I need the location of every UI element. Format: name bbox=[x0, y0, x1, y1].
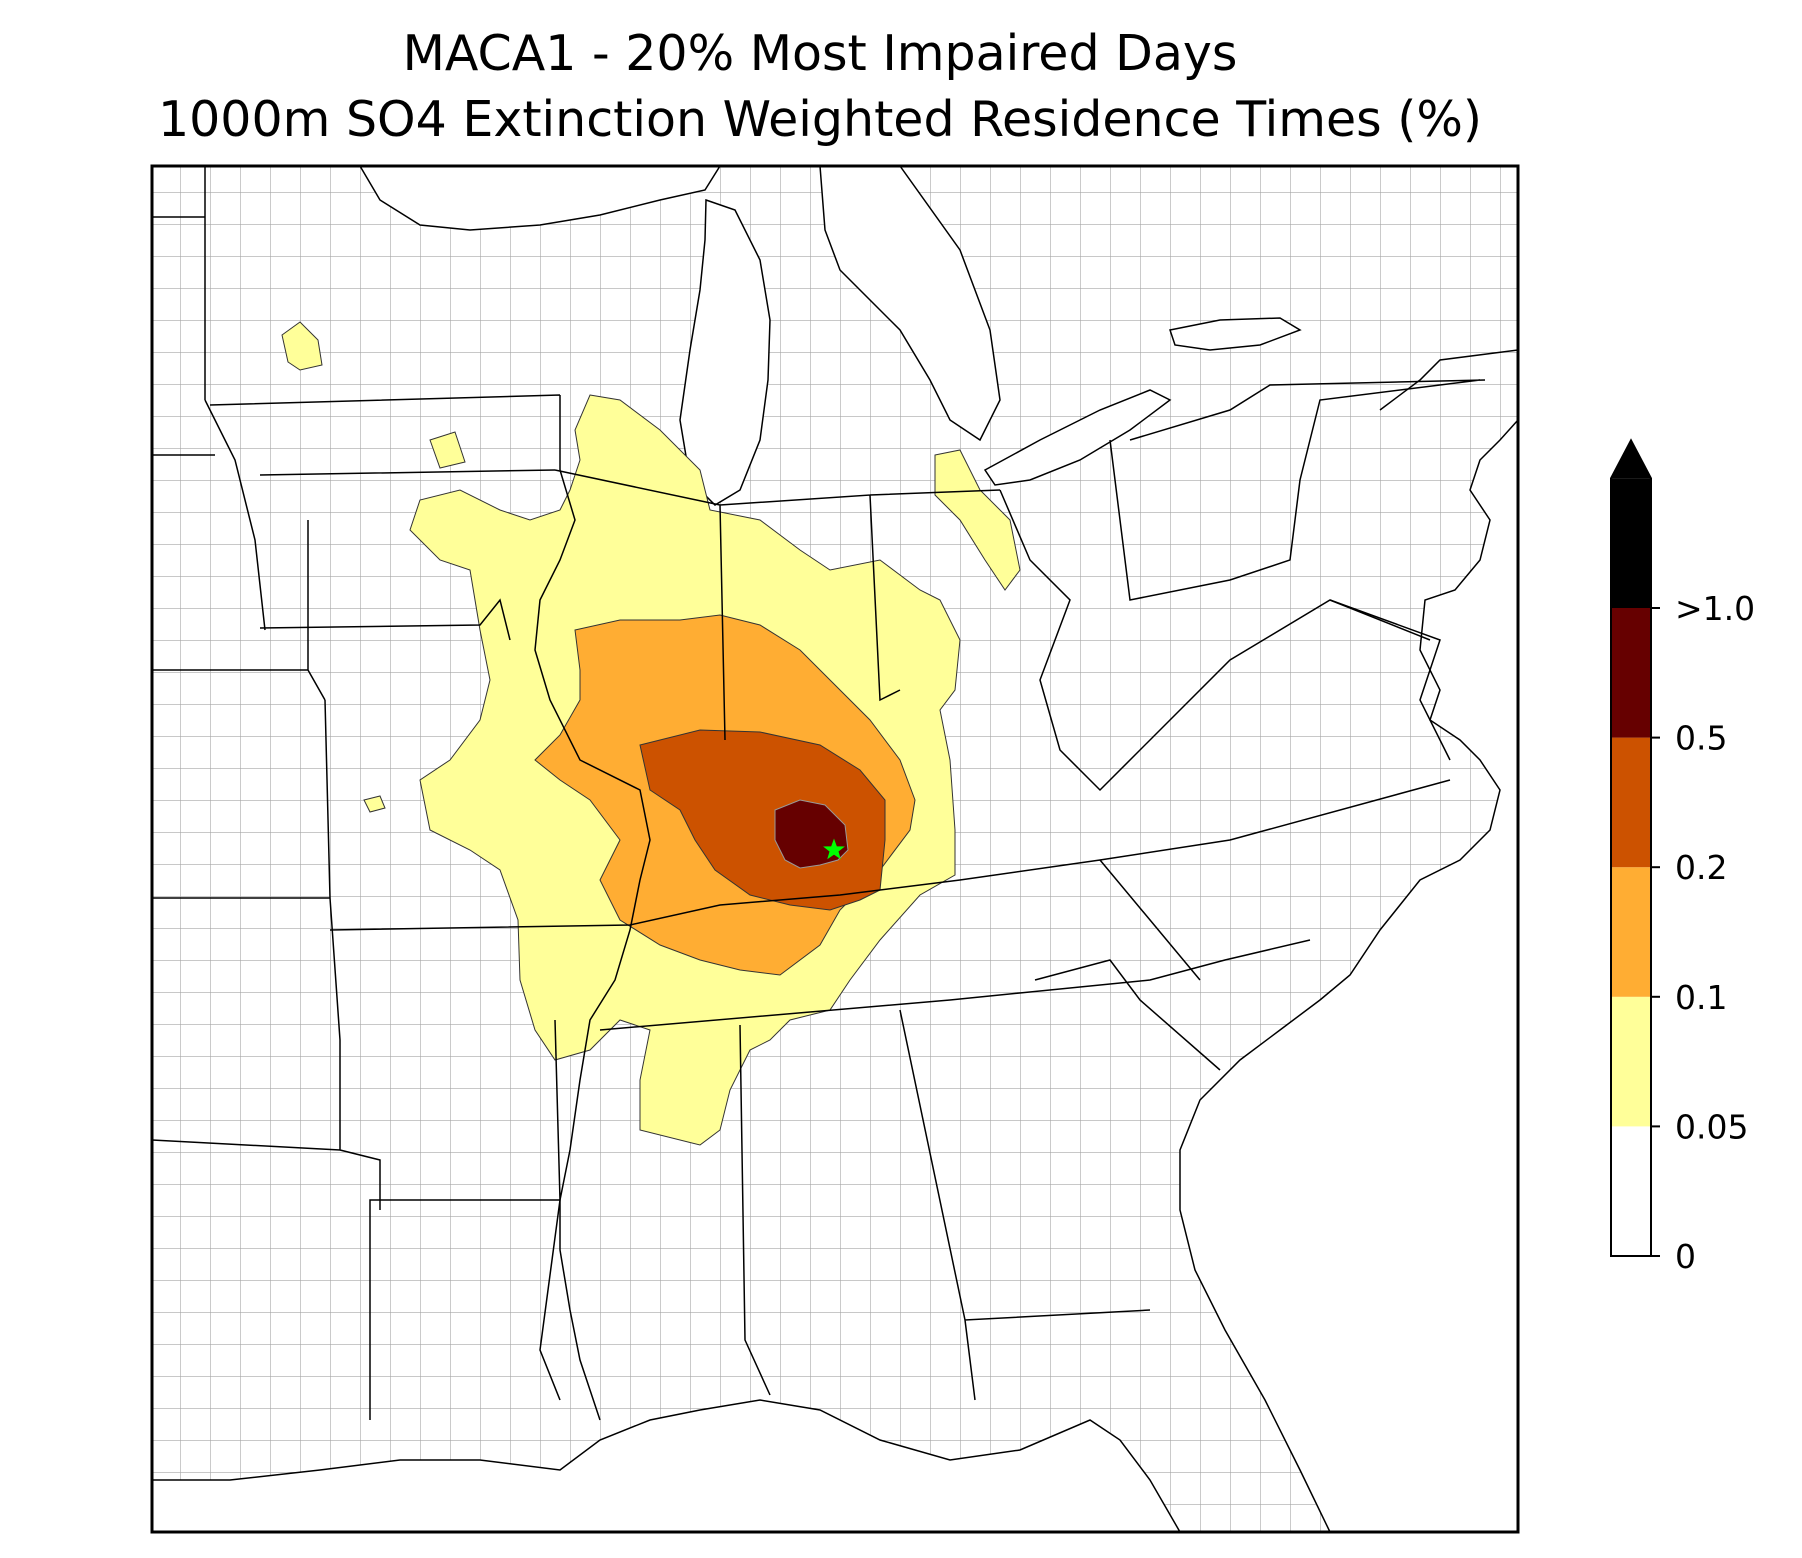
lake-superior bbox=[359, 166, 721, 231]
colorbar-tick-label-1: 0.05 bbox=[1675, 1107, 1748, 1146]
mississippi-river bbox=[534, 469, 651, 1421]
colorbar-tick-label-4: 0.5 bbox=[1675, 719, 1727, 758]
colorbar: 0 0.05 0.1 0.2 0.5 >1.0 bbox=[1610, 438, 1755, 1276]
contour-0.05-patch-ks bbox=[363, 795, 386, 813]
colorbar-outline bbox=[1610, 438, 1652, 1257]
residence-time-contours bbox=[281, 321, 1021, 1146]
map-frame bbox=[150, 164, 1520, 1534]
state-borders bbox=[152, 166, 1518, 1420]
colorbar-bin-4 bbox=[1611, 608, 1651, 738]
colorbar-tick-label-3: 0.2 bbox=[1675, 848, 1727, 887]
gulf-of-mexico bbox=[152, 1399, 1181, 1532]
colorbar-tick-label-0: 0 bbox=[1675, 1237, 1696, 1276]
site-star-icon bbox=[823, 838, 845, 860]
colorbar-bin-5 bbox=[1611, 478, 1651, 608]
lake-erie bbox=[983, 389, 1172, 486]
colorbar-tick-label-2: 0.1 bbox=[1675, 978, 1727, 1017]
colorbar-tick-label-5: >1.0 bbox=[1675, 589, 1755, 628]
lake-michigan bbox=[679, 198, 771, 506]
contour-0.05-patch-mn bbox=[429, 431, 466, 469]
contour-0.05-patch-mi bbox=[934, 449, 1021, 591]
map-title-line1: MACA1 - 20% Most Impaired Days bbox=[402, 25, 1238, 82]
lake-ontario bbox=[1169, 317, 1302, 351]
atlantic-ocean bbox=[1179, 166, 1518, 1532]
colorbar-bin-0 bbox=[1611, 1126, 1651, 1256]
colorbar-bin-2 bbox=[1611, 867, 1651, 997]
colorbar-bin-3 bbox=[1611, 737, 1651, 868]
map-plot-area bbox=[152, 166, 1518, 1532]
colorbar-bin-1 bbox=[1611, 996, 1651, 1127]
lake-huron bbox=[819, 166, 1001, 442]
contour-0.2 bbox=[639, 729, 886, 911]
contour-0.05-patch-nd bbox=[281, 321, 323, 371]
map-title-line2: 1000m SO4 Extinction Weighted Residence … bbox=[157, 91, 1483, 148]
colorbar-extend-arrow bbox=[1611, 440, 1651, 479]
